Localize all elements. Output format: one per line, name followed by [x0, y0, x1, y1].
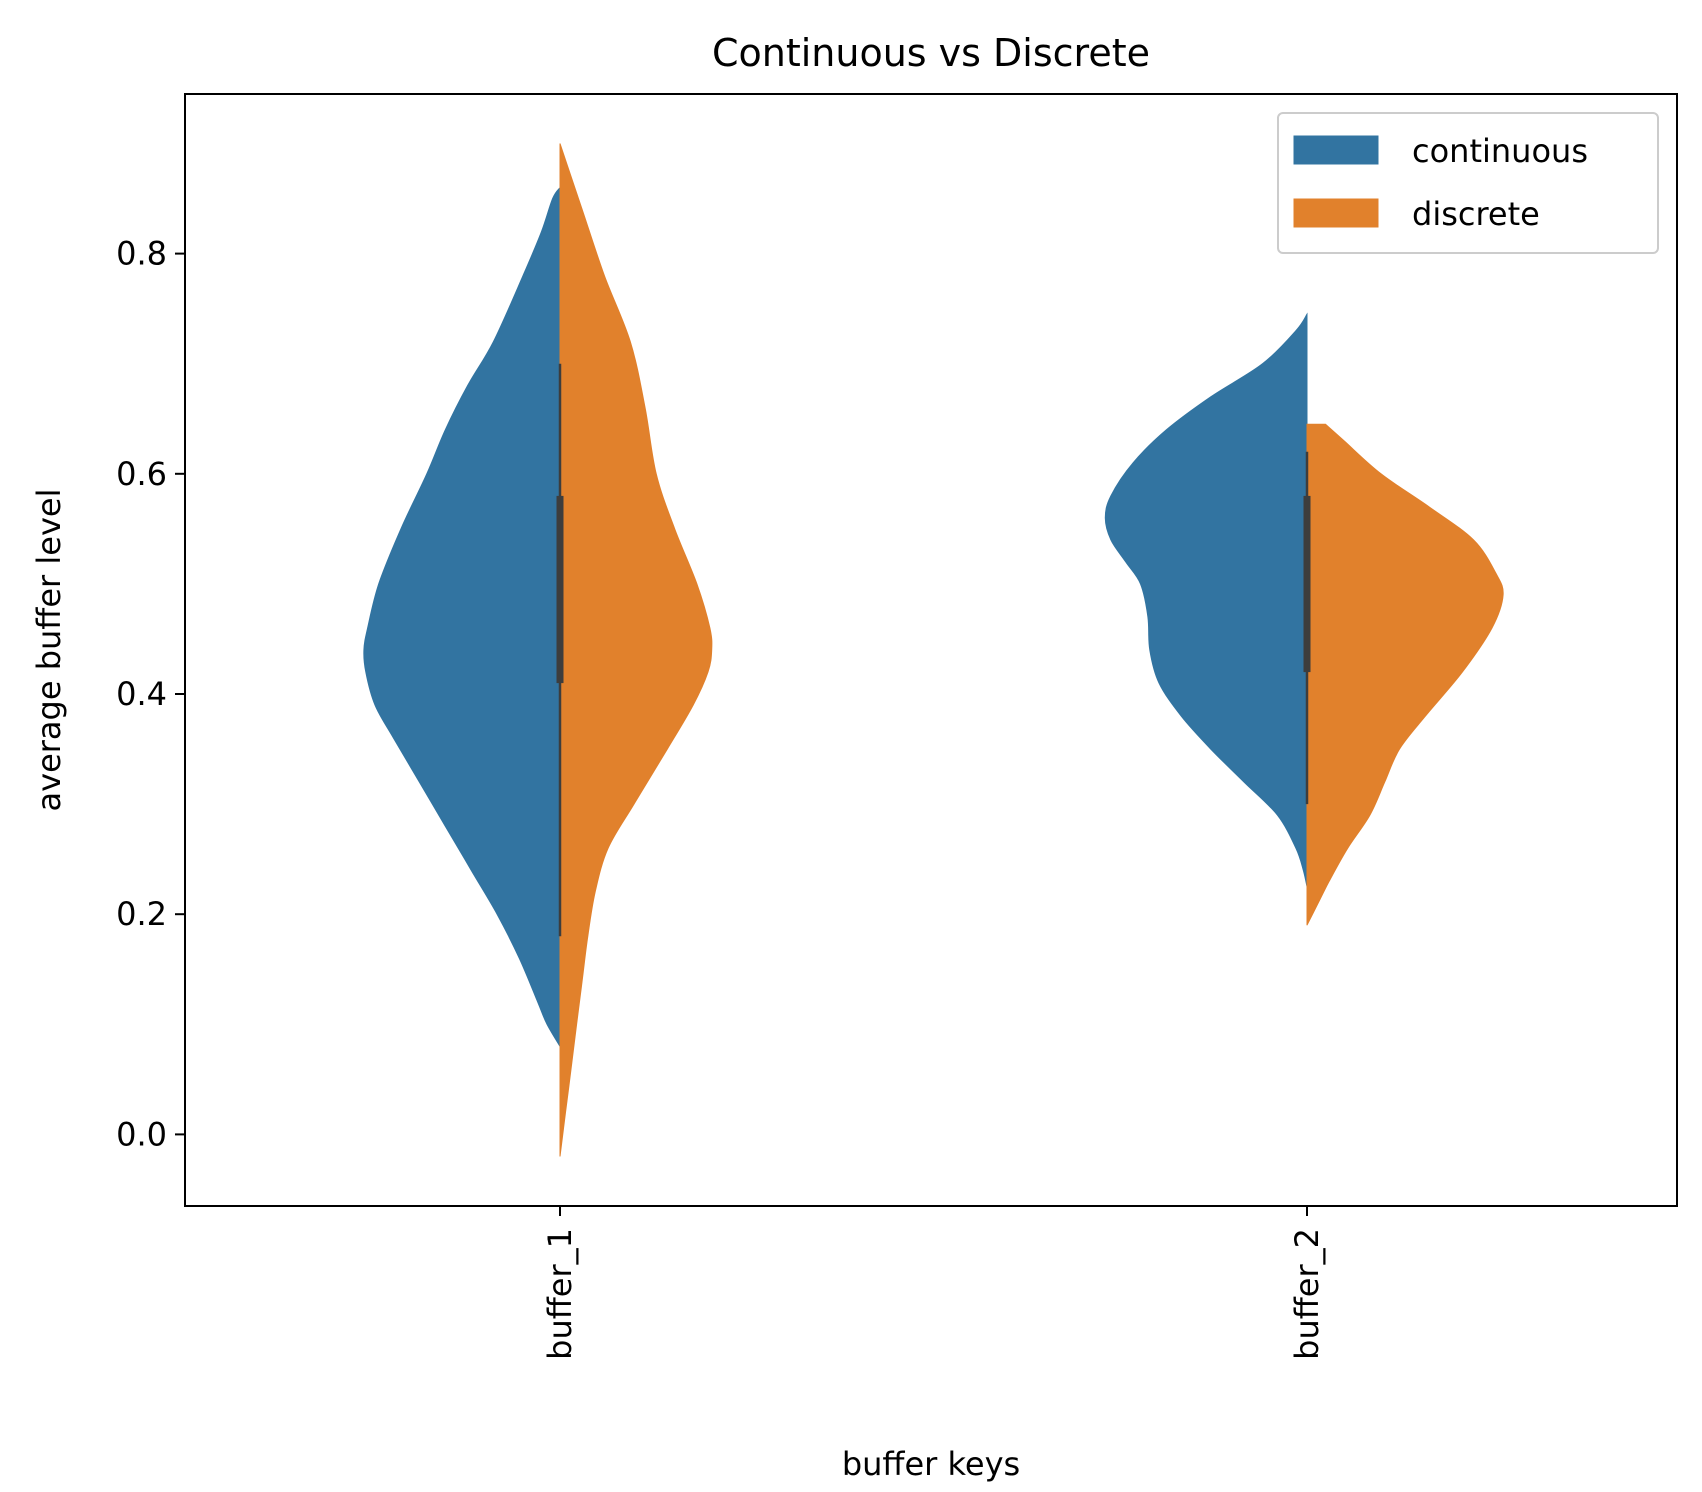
y-tick-label: 0.2: [116, 895, 167, 933]
violin-continuous-buffer_2: [1104, 312, 1308, 887]
violin-discrete-buffer_2: [1306, 423, 1504, 926]
y-axis: 0.0 0.2 0.4 0.6 0.8: [116, 235, 185, 1153]
legend-swatch-discrete: [1293, 198, 1379, 228]
y-axis-label: average buffer level: [30, 489, 68, 812]
plot-frame: [184, 93, 1678, 1207]
legend-swatch-continuous: [1293, 135, 1379, 165]
legend: continuous discrete: [1277, 112, 1659, 254]
quartile-box-buffer_1: [556, 495, 564, 684]
legend-label-discrete: discrete: [1412, 195, 1540, 233]
violin-discrete-buffer_1: [559, 143, 713, 1157]
y-tick-label: 0.0: [116, 1115, 167, 1153]
quartile-box-buffer_2: [1303, 495, 1311, 673]
violin-continuous-buffer_1: [363, 185, 561, 1049]
y-tick-label: 0.8: [116, 235, 167, 273]
y-tick-label: 0.6: [116, 455, 167, 493]
y-tick-label: 0.4: [116, 675, 167, 713]
violins-layer: [363, 143, 1504, 1157]
chart-title: Continuous vs Discrete: [712, 31, 1150, 75]
x-axis-label: buffer keys: [842, 1445, 1020, 1483]
legend-label-continuous: continuous: [1412, 132, 1588, 170]
x-tick-label: buffer_2: [1288, 1228, 1326, 1360]
x-tick-label: buffer_1: [541, 1228, 579, 1360]
x-axis: buffer_1 buffer_2: [541, 1206, 1326, 1360]
inner-box-layer: [556, 363, 1311, 937]
